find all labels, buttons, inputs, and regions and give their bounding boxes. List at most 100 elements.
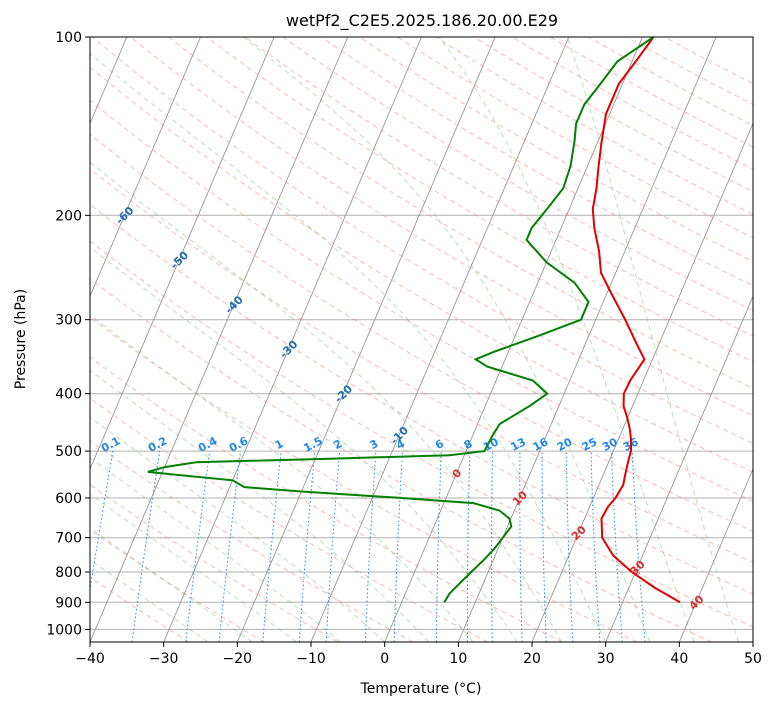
mixing-ratio-label: 0.2: [146, 434, 169, 455]
moist-adiabat: [90, 314, 474, 642]
x-tick-label: 20: [523, 651, 541, 667]
mixing-ratio-line: [519, 451, 523, 642]
dry-adiabat: [90, 440, 414, 642]
x-tick-label: 50: [744, 651, 762, 667]
x-tick-label: 0: [380, 651, 389, 667]
mixing-ratio-line: [466, 451, 471, 642]
dry-adiabat: [90, 397, 488, 642]
mixing-ratio-line: [218, 451, 241, 642]
moist-adiabat: [90, 527, 253, 642]
y-tick-label: 300: [55, 313, 82, 329]
y-tick-label: 400: [55, 387, 82, 403]
dry-adiabat: [549, 37, 753, 148]
moist-adiabat: [90, 457, 341, 642]
mixing-ratio-line: [631, 451, 646, 642]
isotherm-label: -50: [168, 248, 191, 271]
mixing-ratio-line: [491, 451, 494, 642]
isotherm-label: -10: [388, 424, 411, 447]
isotherm-label: -70: [59, 159, 82, 182]
dry-adiabat: [90, 529, 264, 642]
moist-adiabat: [90, 246, 518, 642]
mixing-ratio-label: 8: [462, 437, 475, 452]
moist-adiabat: [242, 37, 651, 642]
x-tick-label: 10: [449, 651, 467, 667]
dry-adiabat: [90, 278, 712, 642]
y-tick-label: 500: [55, 444, 82, 460]
x-tick-label: −10: [296, 651, 326, 667]
mixing-ratio-label: 16: [531, 435, 551, 454]
mixing-ratio-label: 30: [600, 435, 620, 454]
axis-ticks: −40 −30 −20 −10 0 10 20 30 40 5010020030040050060…: [46, 30, 762, 667]
y-tick-label: 900: [55, 595, 82, 611]
x-axis-label: Temperature (°C): [360, 681, 482, 697]
isotherm-line: [90, 37, 275, 471]
moist-adiabat: [90, 369, 430, 642]
isotherm-label: -30: [277, 338, 300, 361]
isotherm-line: [605, 295, 753, 642]
temperature-profile: [591, 37, 681, 604]
moist-adiabat: [567, 37, 739, 642]
x-tick-label: 30: [597, 651, 615, 667]
mixing-ratio-label: 6: [433, 437, 446, 452]
dry-adiabat: [664, 37, 753, 85]
isotherm-line: [163, 37, 422, 642]
moist-adiabat: [90, 161, 562, 642]
y-tick-label: 200: [55, 208, 82, 224]
mixing-ratio-line: [611, 451, 623, 642]
mixing-ratio-line: [90, 451, 114, 593]
dry-adiabat: [90, 66, 753, 473]
x-tick-label: 40: [670, 651, 688, 667]
dry-adiabat: [90, 203, 753, 595]
sounding-profiles: [147, 37, 681, 604]
x-tick-label: −20: [223, 651, 253, 667]
isotherm-line: [90, 37, 201, 298]
dry-adiabat: [435, 37, 753, 215]
dry-adiabat: [90, 168, 753, 563]
isotherm-line: [236, 37, 496, 642]
y-tick-label: 800: [55, 565, 82, 581]
isotherm-label: 40: [687, 592, 707, 612]
dry-adiabat: [206, 37, 753, 363]
dry-adiabat: [282, 37, 753, 312]
mixing-ratio-line: [565, 451, 574, 642]
y-tick-label: 700: [55, 531, 82, 547]
dry-adiabat: [90, 483, 339, 642]
dry-adiabat: [359, 37, 753, 263]
isotherm-line: [457, 37, 717, 642]
mixing-ratio-label: 2: [331, 437, 344, 452]
dry-adiabat: [90, 133, 753, 533]
dry-adiabat: [244, 37, 753, 337]
mixing-ratio-label: 0.1: [99, 434, 122, 455]
background-lines: [90, 37, 753, 642]
isotherm-line: [531, 122, 753, 642]
moist-adiabat: [90, 493, 297, 642]
dry-adiabat: [588, 37, 753, 127]
isotherm-label: -60: [113, 204, 136, 227]
dry-adiabat: [168, 37, 753, 389]
mixing-ratio-line: [435, 451, 442, 642]
mixing-ratio-label: 20: [555, 435, 575, 454]
isotherm-label: -80: [4, 115, 27, 138]
isotherm-label: -20: [332, 382, 355, 405]
moist-adiabat: [90, 416, 386, 642]
dry-adiabat: [90, 356, 563, 642]
dry-adiabat: [130, 37, 753, 417]
mixing-ratio-label: 1.5: [301, 434, 324, 455]
mixing-ratio-line: [185, 451, 211, 642]
mixing-ratio-line: [262, 451, 282, 642]
isotherm-label: 30: [628, 558, 648, 578]
plot-frame: [89, 36, 754, 643]
mixing-ratio-line: [131, 451, 161, 642]
moist-adiabat: [90, 52, 607, 642]
isotherm-label: -40: [223, 293, 246, 316]
dry-adiabat: [511, 37, 753, 170]
mixing-ratio-line: [364, 451, 377, 642]
y-axis-label: Pressure (hPa): [13, 289, 29, 389]
mixing-ratio-label: 1: [273, 437, 286, 452]
isotherm-line: [752, 640, 753, 642]
mixing-ratio-line: [298, 451, 316, 642]
isotherm-line: [384, 37, 643, 642]
isotherm-line: [678, 468, 753, 642]
y-tick-label: 1000: [46, 622, 82, 638]
